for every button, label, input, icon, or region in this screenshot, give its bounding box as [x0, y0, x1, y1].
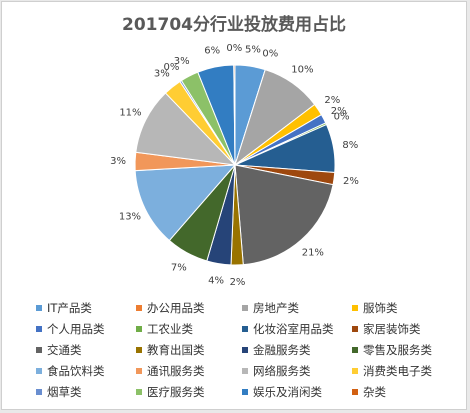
slice-data-label: 10%: [291, 64, 313, 75]
legend-swatch: [136, 388, 142, 395]
legend-swatch: [36, 367, 42, 374]
legend-swatch: [242, 304, 248, 311]
chart-title: 201704分行业投放费用占比: [122, 15, 346, 35]
legend-label: 个人用品类: [47, 321, 105, 336]
legend-label: 家居装饰类: [363, 321, 421, 336]
legend-swatch: [136, 325, 142, 332]
legend-swatch: [352, 304, 358, 311]
legend-label: 教育出国类: [147, 342, 205, 357]
slice-data-label: 7%: [171, 263, 187, 274]
slice-data-label: 3%: [154, 69, 170, 80]
legend-item: 杂类: [352, 383, 456, 400]
legend-label: 通讯服务类: [147, 363, 205, 378]
legend-label: 零售及服务类: [363, 342, 432, 357]
legend-item: IT产品类: [36, 299, 136, 316]
chart-legend: IT产品类 办公用品类 房地产类 服饰类个人用品类 工农业类 化妆浴室用品类 家居装饰类交通…: [36, 299, 456, 400]
legend-label: 娱乐及消闲类: [253, 384, 322, 399]
legend-label: 烟草类: [47, 384, 82, 399]
slice-data-label: 6%: [204, 45, 220, 56]
legend-swatch: [136, 367, 142, 374]
legend-item: 通讯服务类: [136, 362, 242, 379]
slice-data-label: 11%: [119, 108, 141, 119]
legend-item: 娱乐及消闲类: [242, 383, 352, 400]
slice-data-label: 21%: [302, 247, 324, 258]
legend-swatch: [352, 388, 358, 395]
legend-swatch: [136, 304, 142, 311]
slice-data-label: 0%: [262, 48, 278, 59]
legend-swatch: [242, 367, 248, 374]
legend-swatch: [352, 325, 358, 332]
pie-slice: [234, 164, 334, 266]
slice-data-label: 4%: [208, 275, 224, 286]
slice-data-label: 2%: [343, 176, 359, 187]
legend-label: 工农业类: [147, 321, 193, 336]
legend-item: 家居装饰类: [352, 320, 456, 337]
legend-item: 消费类电子类: [352, 362, 456, 379]
pie-slice: [134, 164, 237, 242]
legend-item: 教育出国类: [136, 341, 242, 358]
pie-chart: 5% 0%10%2%2%0%8%2%21%2%4%7%13%3%11%3%0%3%…: [110, 43, 359, 288]
slice-data-label: 5%: [245, 44, 261, 55]
legend-label: 化妆浴室用品类: [253, 321, 334, 336]
legend-label: 网络服务类: [253, 363, 311, 378]
slice-data-label: 0%: [164, 62, 180, 73]
legend-swatch: [36, 388, 42, 395]
legend-label: 医疗服务类: [147, 384, 205, 399]
legend-item: 零售及服务类: [352, 341, 456, 358]
legend-swatch: [242, 325, 248, 332]
slice-data-label: 0%: [334, 112, 350, 123]
legend-label: 杂类: [363, 384, 386, 399]
legend-label: 消费类电子类: [363, 363, 432, 378]
slice-data-label: 2%: [331, 106, 347, 117]
slice-data-label: 2%: [324, 95, 340, 106]
slice-data-label: 3%: [110, 156, 126, 167]
legend-label: 办公用品类: [147, 300, 205, 315]
legend-swatch: [352, 346, 358, 353]
legend-swatch: [136, 346, 142, 353]
slice-data-label: 8%: [342, 140, 358, 151]
legend-swatch: [242, 388, 248, 395]
pie-slice: [233, 64, 236, 166]
legend-label: 服饰类: [363, 300, 398, 315]
legend-item: 网络服务类: [242, 362, 352, 379]
legend-item: 烟草类: [36, 383, 136, 400]
legend-label: 食品饮料类: [47, 363, 105, 378]
legend-item: 医疗服务类: [136, 383, 242, 400]
legend-label: 交通类: [47, 342, 82, 357]
slice-data-label: 13%: [119, 212, 141, 223]
legend-item: 个人用品类: [36, 320, 136, 337]
legend-swatch: [36, 346, 42, 353]
legend-swatch: [36, 304, 42, 311]
slice-data-label: 3%: [174, 56, 190, 67]
legend-item: 工农业类: [136, 320, 242, 337]
legend-swatch: [242, 346, 248, 353]
legend-label: IT产品类: [47, 300, 92, 315]
pie-slice: [135, 92, 237, 166]
legend-swatch: [36, 325, 42, 332]
legend-swatch: [352, 367, 358, 374]
legend-item: 金融服务类: [242, 341, 352, 358]
slice-data-label: 0%: [226, 43, 242, 54]
legend-item: 房地产类: [242, 299, 352, 316]
legend-item: 食品饮料类: [36, 362, 136, 379]
legend-item: 服饰类: [352, 299, 456, 316]
slice-data-label: 2%: [230, 277, 246, 288]
legend-item: 交通类: [36, 341, 136, 358]
legend-label: 金融服务类: [253, 342, 311, 357]
legend-label: 房地产类: [253, 300, 299, 315]
legend-item: 办公用品类: [136, 299, 242, 316]
legend-item: 化妆浴室用品类: [242, 320, 352, 337]
